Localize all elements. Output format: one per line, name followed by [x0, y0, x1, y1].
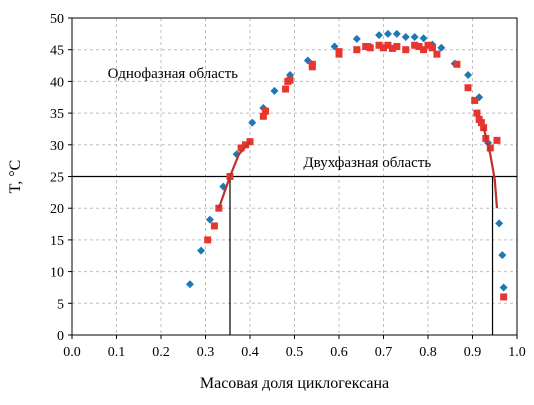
data-point-square: [428, 44, 436, 52]
fit-curve: [482, 127, 499, 209]
data-point-square: [384, 41, 392, 49]
y-tick-label: 20: [50, 202, 64, 217]
data-point-square: [259, 112, 267, 120]
data-point-square: [473, 109, 481, 117]
data-point-square: [424, 41, 432, 49]
data-point-square: [286, 76, 294, 84]
data-point-diamond: [419, 34, 428, 43]
data-point-square: [402, 46, 410, 54]
data-point-square: [415, 43, 423, 51]
data-point-diamond: [375, 31, 384, 40]
data-point-square: [433, 50, 441, 58]
y-tick-label: 45: [50, 44, 64, 59]
data-point-diamond: [352, 34, 361, 43]
data-point-square: [464, 84, 472, 92]
data-point-diamond: [437, 43, 446, 52]
data-point-square: [353, 46, 361, 54]
x-tick-label: 1.0: [508, 345, 526, 360]
data-point-square: [477, 119, 485, 127]
annotation-label: Однофазная область: [108, 66, 239, 82]
x-axis-ticks: 0.0 0.1 0.2 0.3 0.4 0.5 0.6 0.7 0.8 0.9 1.0: [63, 335, 526, 360]
data-point-diamond: [248, 118, 257, 127]
data-point-square: [262, 107, 270, 115]
data-point-diamond: [401, 33, 410, 42]
x-tick-label: 0.8: [419, 345, 437, 360]
data-point-square: [393, 43, 401, 51]
x-axis-title: Масовая доля циклогексана: [200, 375, 389, 392]
data-point-square: [493, 136, 501, 144]
data-point-diamond: [205, 215, 214, 224]
x-tick-label: 0.1: [108, 345, 126, 360]
y-tick-label: 5: [57, 297, 64, 312]
data-series: [185, 29, 508, 301]
y-axis-title: T, °C: [7, 160, 24, 194]
data-point-square: [486, 144, 494, 152]
annotation-label: Двухфазная область: [303, 155, 431, 171]
data-point-diamond: [383, 29, 392, 38]
x-tick-label: 0.9: [464, 345, 482, 360]
x-tick-label: 0.5: [286, 345, 304, 360]
fit-curves: [217, 127, 499, 209]
data-point-diamond: [499, 283, 508, 292]
y-tick-label: 30: [50, 139, 64, 154]
data-point-square: [388, 44, 396, 52]
y-axis-ticks: 0 5 10 15 20 25 30 35 40 45 50: [50, 12, 72, 344]
x-tick-label: 0.3: [197, 345, 215, 360]
reference-lines: [72, 175, 517, 335]
y-tick-label: 35: [50, 107, 64, 122]
data-point-square: [453, 60, 461, 68]
annotations: Однофазная область Двухфазная область: [108, 66, 432, 171]
y-tick-label: 0: [57, 329, 64, 344]
data-point-square: [420, 46, 428, 54]
data-point-square: [282, 85, 290, 93]
data-point-diamond: [410, 33, 419, 42]
data-point-square: [335, 48, 343, 56]
data-point-diamond: [495, 219, 504, 228]
x-tick-label: 0.4: [241, 345, 259, 360]
data-point-diamond: [464, 71, 473, 80]
data-point-square: [380, 44, 387, 52]
x-tick-label: 0.0: [63, 345, 81, 360]
data-point-square: [471, 96, 479, 104]
x-tick-label: 0.6: [330, 345, 348, 360]
y-tick-label: 10: [50, 266, 64, 281]
data-point-square: [308, 60, 316, 68]
data-point-square: [375, 41, 383, 49]
fit-curve: [217, 140, 251, 209]
y-tick-label: 40: [50, 75, 64, 90]
data-point-square: [204, 236, 212, 244]
data-point-square: [210, 222, 218, 230]
data-point-square: [362, 43, 370, 51]
data-point-square: [366, 44, 374, 52]
data-point-diamond: [498, 251, 507, 260]
data-point-diamond: [185, 280, 194, 289]
y-tick-label: 50: [50, 12, 64, 27]
data-point-square: [411, 41, 419, 49]
data-point-square: [500, 293, 508, 301]
data-point-diamond: [197, 246, 206, 255]
data-point-diamond: [270, 86, 279, 95]
x-tick-label: 0.7: [375, 345, 393, 360]
x-tick-label: 0.2: [152, 345, 170, 360]
data-point-square: [237, 144, 245, 152]
y-tick-label: 15: [50, 234, 64, 249]
y-tick-label: 25: [50, 171, 64, 186]
data-point-square: [242, 141, 250, 149]
data-point-diamond: [392, 29, 401, 38]
